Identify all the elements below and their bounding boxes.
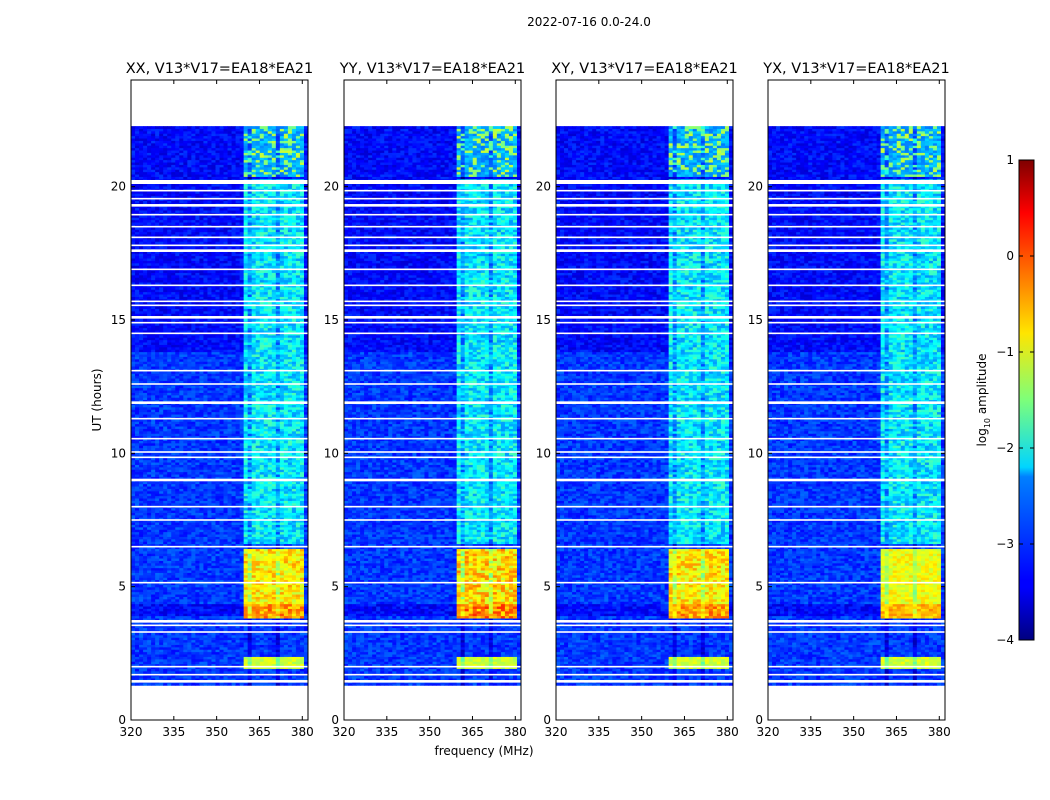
colorbar-tick-label: −1 [996,345,1014,359]
axes-frame [555,79,734,721]
y-tick-label: 20 [111,180,126,194]
axes-frame [130,79,309,721]
y-tick-label: 0 [543,713,551,727]
spectrogram-yy [344,126,521,686]
y-tick-label: 10 [536,446,551,460]
figure-suptitle: 2022-07-16 0.0-24.0 [527,15,651,29]
y-tick-label: 0 [755,713,763,727]
panels-group: XX, V13*V17=EA18*EA21 320 335 350 365 380 0 5 10… [111,61,951,739]
panel-title: YX, V13*V17=EA18*EA21 [762,61,949,77]
panel-yx: YX, V13*V17=EA18*EA21 320 335 350 365 380 0 5 10… [748,61,951,739]
colorbar-tick-label: −4 [996,633,1014,647]
y-tick-label: 10 [111,446,126,460]
y-tick-label: 10 [748,446,763,460]
panel-title: XY, V13*V17=EA18*EA21 [551,61,737,77]
x-tick-label: 350 [205,725,228,739]
x-tick-label: 335 [587,725,610,739]
y-tick-label: 0 [331,713,339,727]
x-tick-label: 365 [461,725,484,739]
x-tick-label: 365 [248,725,271,739]
x-tick-label: 320 [120,725,143,739]
spectrogram-xx [131,126,308,686]
y-tick-label: 20 [536,180,551,194]
y-tick-label: 15 [111,313,126,327]
panel-title: XX, V13*V17=EA18*EA21 [126,61,314,77]
y-tick-label: 5 [118,580,126,594]
x-tick-label: 365 [885,725,908,739]
y-tick-label: 5 [755,580,763,594]
y-tick-label: 0 [118,713,126,727]
x-tick-label: 380 [928,725,951,739]
colorbar-tick-label: 1 [1006,153,1014,167]
x-tick-label: 335 [162,725,185,739]
y-tick-label: 5 [543,580,551,594]
panel-yy: YY, V13*V17=EA18*EA21 320 335 350 365 380 0 5 10… [324,61,527,739]
x-tick-label: 350 [842,725,865,739]
x-tick-label: 380 [504,725,527,739]
axes-frame [767,79,946,721]
spectrogram-yx [768,126,945,686]
panel-title: YY, V13*V17=EA18*EA21 [339,61,525,77]
y-tick-label: 15 [324,313,339,327]
axes-frame [343,79,522,721]
colorbar: −4 −3 −2 −1 0 1 log10 amplitude [975,153,1035,647]
y-tick-label: 5 [331,580,339,594]
y-tick-label: 15 [748,313,763,327]
y-tick-label: 20 [748,180,763,194]
x-tick-label: 350 [418,725,441,739]
x-tick-label: 335 [799,725,822,739]
x-tick-label: 350 [630,725,653,739]
x-tick-label: 320 [545,725,568,739]
y-tick-label: 20 [324,180,339,194]
x-tick-label: 320 [333,725,356,739]
y-tick-label: 15 [536,313,551,327]
x-tick-label: 335 [375,725,398,739]
x-tick-label: 320 [757,725,780,739]
y-axis-label: UT (hours) [90,368,104,431]
x-axis-label: frequency (MHz) [434,744,533,758]
colorbar-label: log10 amplitude [975,354,992,447]
colorbar-tick-label: 0 [1006,249,1014,263]
panel-xx: XX, V13*V17=EA18*EA21 320 335 350 365 380 0 5 10… [111,61,314,739]
spectrogram-xy [556,126,733,686]
y-tick-label: 10 [324,446,339,460]
panel-xy: XY, V13*V17=EA18*EA21 320 335 350 365 380 0 5 10… [536,61,739,739]
colorbar-gradient [1018,159,1035,641]
colorbar-tick-label: −3 [996,537,1014,551]
colorbar-ticks: −4 −3 −2 −1 0 1 [996,153,1034,647]
x-tick-label: 380 [716,725,739,739]
x-tick-label: 365 [673,725,696,739]
colorbar-tick-label: −2 [996,441,1014,455]
x-tick-label: 380 [291,725,314,739]
